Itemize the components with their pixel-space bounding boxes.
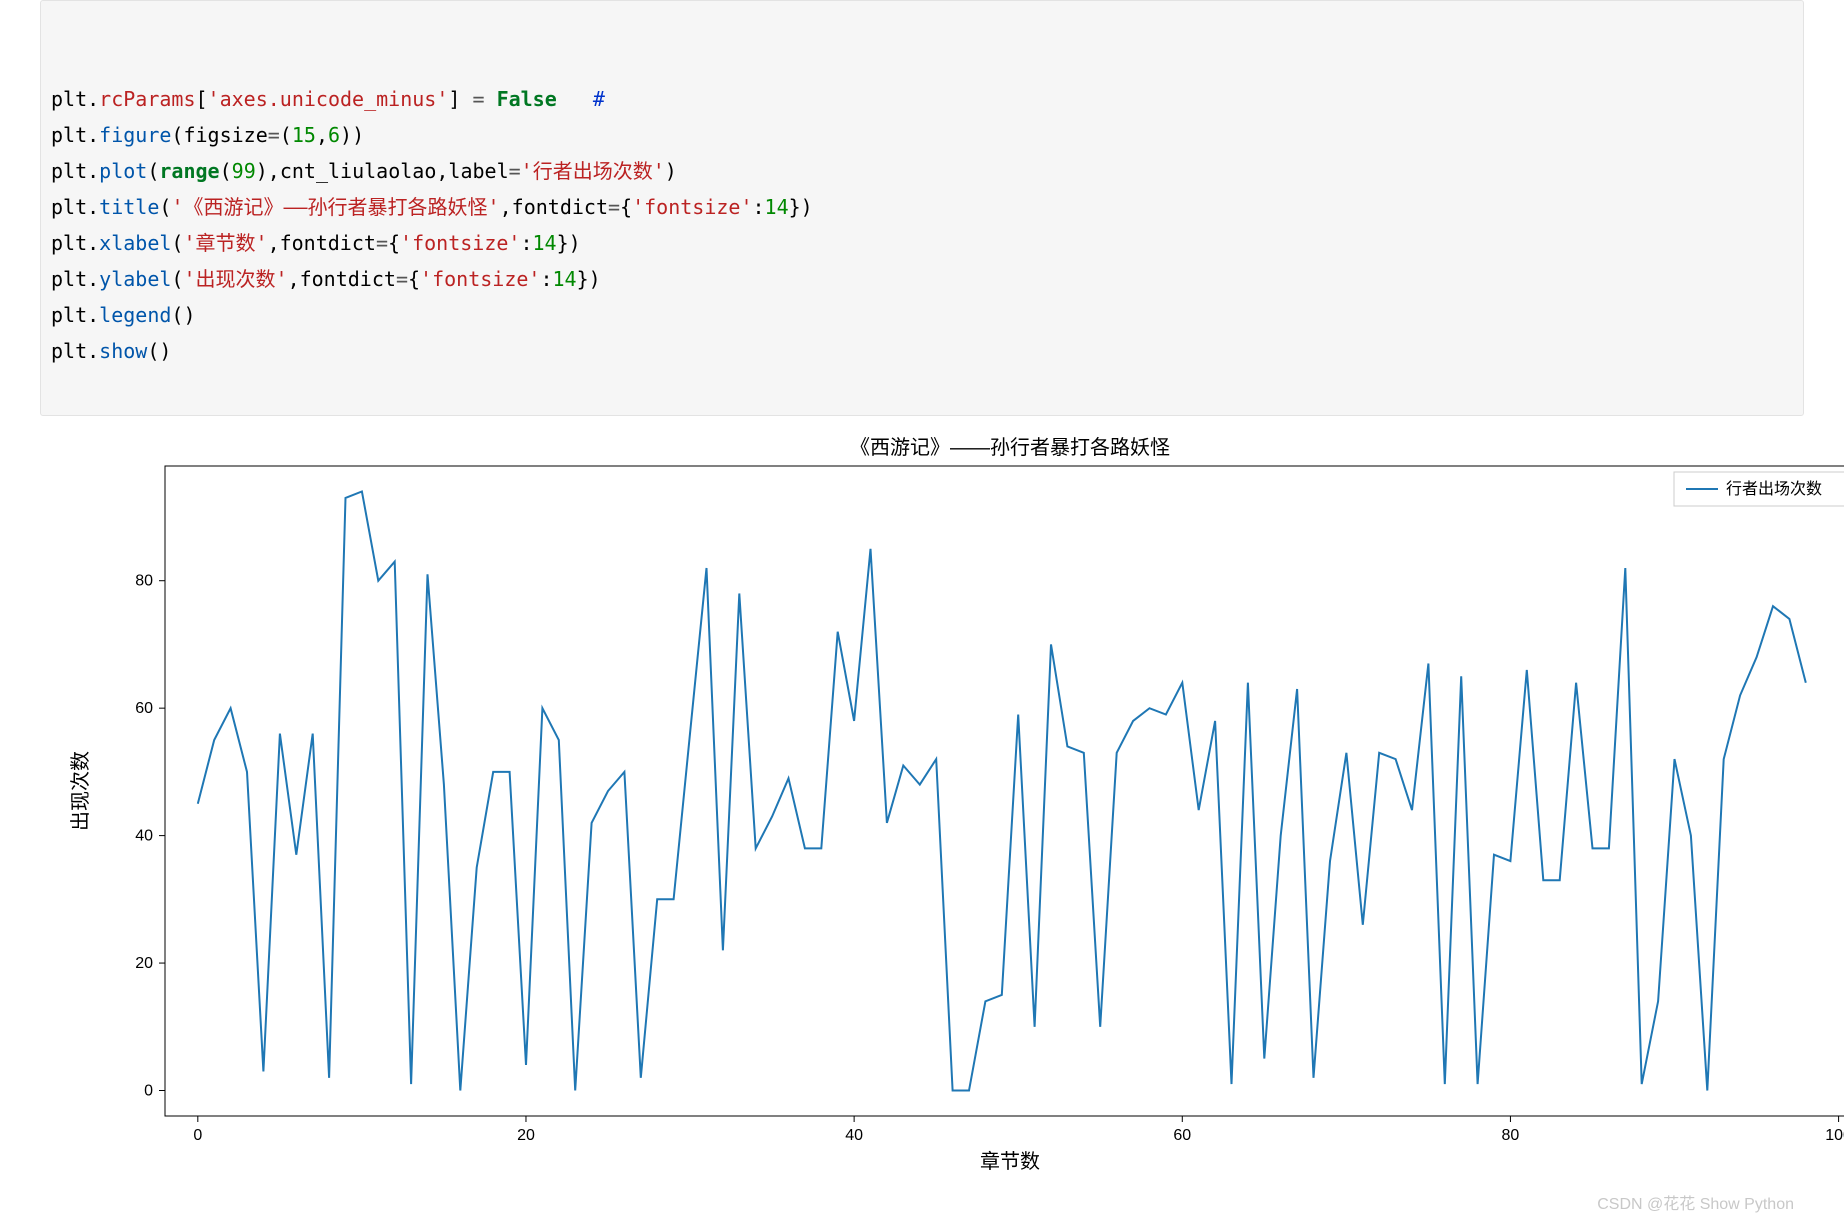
y-tick-label: 20 <box>135 955 153 972</box>
x-tick-label: 80 <box>1502 1127 1520 1144</box>
code-content: plt.rcParams['axes.unicode_minus'] = Fal… <box>51 81 1793 369</box>
watermark-text: CSDN @花花 Show Python <box>1597 1190 1794 1214</box>
y-tick-label: 80 <box>135 573 153 590</box>
x-tick-label: 60 <box>1173 1127 1191 1144</box>
line-chart: 《西游记》——孙行者暴打各路妖怪 0 20 40 60 80 100 0 20 40 60 80 章节数… <box>40 426 1844 1186</box>
legend-label: 行者出场次数 <box>1726 480 1822 498</box>
y-tick-label: 0 <box>144 1083 153 1100</box>
code-cell: plt.rcParams['axes.unicode_minus'] = Fal… <box>40 0 1804 416</box>
x-tick-label: 20 <box>517 1127 535 1144</box>
y-axis-label: 出现次数 <box>69 751 92 831</box>
chart-container: 《西游记》——孙行者暴打各路妖怪020406080100020406080章节数… <box>40 426 1804 1186</box>
y-tick-label: 40 <box>135 828 153 845</box>
x-axis-label: 章节数 <box>980 1150 1040 1173</box>
chart-title: 《西游记》——孙行者暴打各路妖怪 <box>850 436 1170 459</box>
x-tick-label: 100 <box>1825 1127 1844 1144</box>
x-tick-label: 40 <box>845 1127 863 1144</box>
y-tick-label: 60 <box>135 700 153 717</box>
x-tick-label: 0 <box>193 1127 202 1144</box>
